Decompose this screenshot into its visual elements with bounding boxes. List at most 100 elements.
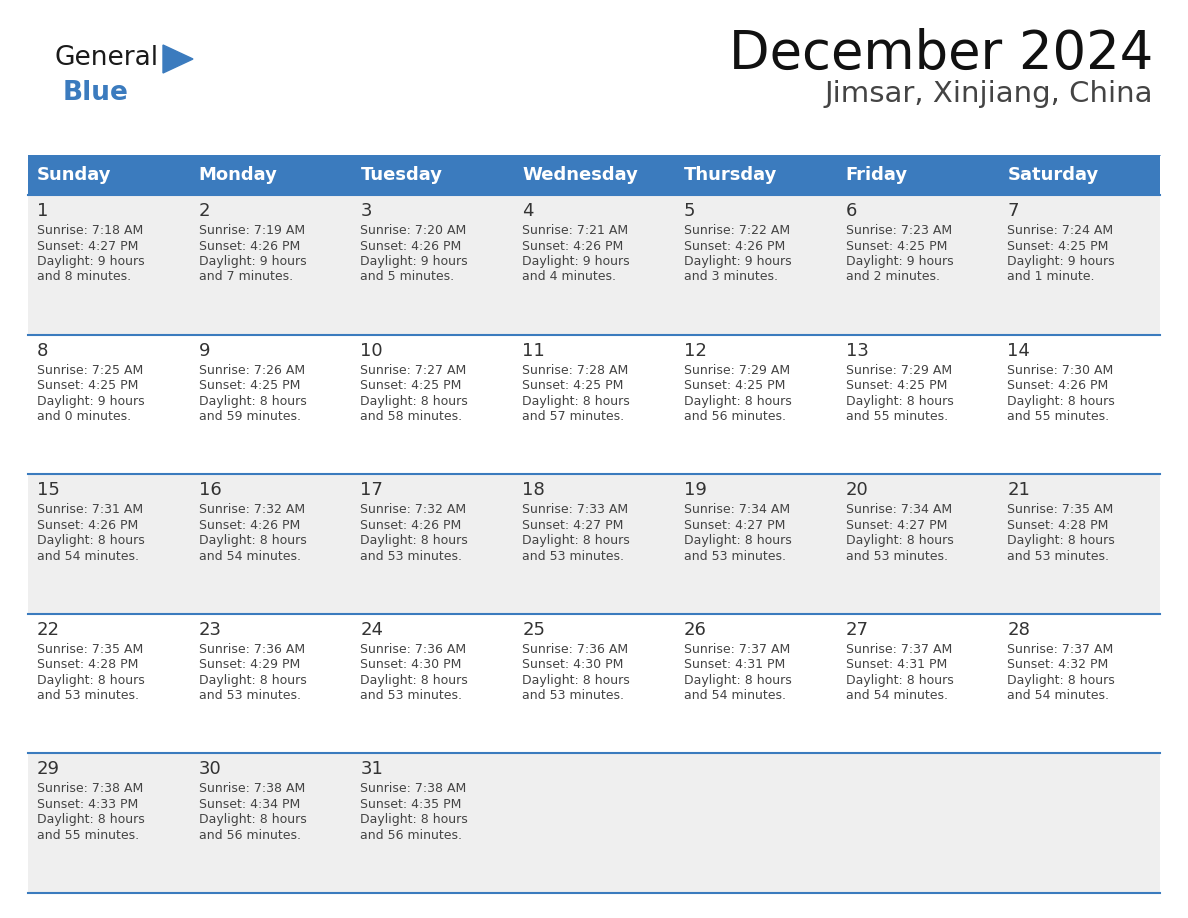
Text: and 56 minutes.: and 56 minutes. xyxy=(684,410,785,423)
Text: 2: 2 xyxy=(198,202,210,220)
Text: Daylight: 8 hours: Daylight: 8 hours xyxy=(37,674,145,687)
Text: 31: 31 xyxy=(360,760,384,778)
Text: and 57 minutes.: and 57 minutes. xyxy=(523,410,624,423)
Text: Sunset: 4:25 PM: Sunset: 4:25 PM xyxy=(684,379,785,392)
Text: Sunrise: 7:21 AM: Sunrise: 7:21 AM xyxy=(523,224,628,237)
Text: Daylight: 8 hours: Daylight: 8 hours xyxy=(684,674,791,687)
Text: 9: 9 xyxy=(198,341,210,360)
Text: Sunrise: 7:27 AM: Sunrise: 7:27 AM xyxy=(360,364,467,376)
Text: Daylight: 9 hours: Daylight: 9 hours xyxy=(198,255,307,268)
Text: and 53 minutes.: and 53 minutes. xyxy=(1007,550,1110,563)
Text: Daylight: 8 hours: Daylight: 8 hours xyxy=(846,674,953,687)
Text: 10: 10 xyxy=(360,341,383,360)
Text: and 54 minutes.: and 54 minutes. xyxy=(684,689,785,702)
Text: Thursday: Thursday xyxy=(684,166,777,184)
Text: Sunrise: 7:26 AM: Sunrise: 7:26 AM xyxy=(198,364,305,376)
Text: and 53 minutes.: and 53 minutes. xyxy=(360,689,462,702)
Text: Daylight: 8 hours: Daylight: 8 hours xyxy=(360,395,468,408)
Text: 1: 1 xyxy=(37,202,49,220)
Text: Sunset: 4:27 PM: Sunset: 4:27 PM xyxy=(37,240,138,252)
Text: Sunrise: 7:29 AM: Sunrise: 7:29 AM xyxy=(846,364,952,376)
Text: 14: 14 xyxy=(1007,341,1030,360)
Text: 3: 3 xyxy=(360,202,372,220)
Text: Sunrise: 7:38 AM: Sunrise: 7:38 AM xyxy=(360,782,467,795)
Text: and 54 minutes.: and 54 minutes. xyxy=(846,689,948,702)
Text: Jimsar, Xinjiang, China: Jimsar, Xinjiang, China xyxy=(824,80,1154,108)
Text: Sunset: 4:30 PM: Sunset: 4:30 PM xyxy=(360,658,462,671)
Text: Sunset: 4:25 PM: Sunset: 4:25 PM xyxy=(1007,240,1108,252)
Text: December 2024: December 2024 xyxy=(728,28,1154,80)
Text: Sunset: 4:31 PM: Sunset: 4:31 PM xyxy=(684,658,785,671)
Text: and 53 minutes.: and 53 minutes. xyxy=(360,550,462,563)
Text: 8: 8 xyxy=(37,341,49,360)
Text: and 55 minutes.: and 55 minutes. xyxy=(846,410,948,423)
Text: Sunset: 4:26 PM: Sunset: 4:26 PM xyxy=(360,519,462,532)
Text: Sunset: 4:28 PM: Sunset: 4:28 PM xyxy=(1007,519,1108,532)
Text: and 53 minutes.: and 53 minutes. xyxy=(198,689,301,702)
Text: Sunrise: 7:36 AM: Sunrise: 7:36 AM xyxy=(198,643,305,655)
Text: and 58 minutes.: and 58 minutes. xyxy=(360,410,462,423)
Text: Sunrise: 7:34 AM: Sunrise: 7:34 AM xyxy=(684,503,790,516)
Bar xyxy=(29,195,1159,334)
Text: and 56 minutes.: and 56 minutes. xyxy=(360,829,462,842)
Text: Daylight: 8 hours: Daylight: 8 hours xyxy=(523,534,630,547)
Text: Daylight: 8 hours: Daylight: 8 hours xyxy=(523,674,630,687)
Text: 27: 27 xyxy=(846,621,868,639)
Text: Daylight: 8 hours: Daylight: 8 hours xyxy=(198,813,307,826)
Bar xyxy=(29,754,1159,893)
Text: and 4 minutes.: and 4 minutes. xyxy=(523,271,617,284)
Text: Sunset: 4:35 PM: Sunset: 4:35 PM xyxy=(360,798,462,811)
Text: Sunrise: 7:34 AM: Sunrise: 7:34 AM xyxy=(846,503,952,516)
Text: Daylight: 9 hours: Daylight: 9 hours xyxy=(846,255,953,268)
Text: 25: 25 xyxy=(523,621,545,639)
Text: Sunset: 4:30 PM: Sunset: 4:30 PM xyxy=(523,658,624,671)
Text: Sunset: 4:25 PM: Sunset: 4:25 PM xyxy=(523,379,624,392)
Text: Daylight: 8 hours: Daylight: 8 hours xyxy=(360,813,468,826)
Text: Wednesday: Wednesday xyxy=(523,166,638,184)
Text: Daylight: 8 hours: Daylight: 8 hours xyxy=(846,534,953,547)
Text: Sunset: 4:25 PM: Sunset: 4:25 PM xyxy=(37,379,138,392)
Text: 26: 26 xyxy=(684,621,707,639)
Text: and 5 minutes.: and 5 minutes. xyxy=(360,271,455,284)
Text: Sunset: 4:25 PM: Sunset: 4:25 PM xyxy=(198,379,301,392)
Text: Blue: Blue xyxy=(63,80,128,106)
Bar xyxy=(29,155,1159,195)
Text: Sunset: 4:25 PM: Sunset: 4:25 PM xyxy=(846,240,947,252)
Text: and 53 minutes.: and 53 minutes. xyxy=(523,689,624,702)
Text: and 53 minutes.: and 53 minutes. xyxy=(684,550,785,563)
Text: Sunrise: 7:18 AM: Sunrise: 7:18 AM xyxy=(37,224,144,237)
Text: Daylight: 9 hours: Daylight: 9 hours xyxy=(360,255,468,268)
Text: Sunset: 4:26 PM: Sunset: 4:26 PM xyxy=(198,519,299,532)
Text: Daylight: 8 hours: Daylight: 8 hours xyxy=(37,534,145,547)
Text: 4: 4 xyxy=(523,202,533,220)
Text: 11: 11 xyxy=(523,341,545,360)
Text: Daylight: 8 hours: Daylight: 8 hours xyxy=(198,674,307,687)
Text: Sunset: 4:26 PM: Sunset: 4:26 PM xyxy=(360,240,462,252)
Bar xyxy=(29,614,1159,754)
Text: 20: 20 xyxy=(846,481,868,499)
Text: Daylight: 8 hours: Daylight: 8 hours xyxy=(1007,674,1116,687)
Text: Daylight: 8 hours: Daylight: 8 hours xyxy=(684,395,791,408)
Text: 29: 29 xyxy=(37,760,61,778)
Text: Daylight: 8 hours: Daylight: 8 hours xyxy=(360,534,468,547)
Text: Daylight: 8 hours: Daylight: 8 hours xyxy=(360,674,468,687)
Text: Sunrise: 7:38 AM: Sunrise: 7:38 AM xyxy=(198,782,305,795)
Text: 28: 28 xyxy=(1007,621,1030,639)
Text: Sunset: 4:26 PM: Sunset: 4:26 PM xyxy=(1007,379,1108,392)
Text: and 8 minutes.: and 8 minutes. xyxy=(37,271,131,284)
Text: Sunday: Sunday xyxy=(37,166,112,184)
Text: Sunset: 4:26 PM: Sunset: 4:26 PM xyxy=(523,240,624,252)
Text: 13: 13 xyxy=(846,341,868,360)
Text: Sunset: 4:27 PM: Sunset: 4:27 PM xyxy=(846,519,947,532)
Text: Daylight: 9 hours: Daylight: 9 hours xyxy=(37,395,145,408)
Text: 18: 18 xyxy=(523,481,545,499)
Text: Daylight: 8 hours: Daylight: 8 hours xyxy=(1007,534,1116,547)
Text: Sunrise: 7:22 AM: Sunrise: 7:22 AM xyxy=(684,224,790,237)
Text: Sunrise: 7:24 AM: Sunrise: 7:24 AM xyxy=(1007,224,1113,237)
Text: Sunrise: 7:33 AM: Sunrise: 7:33 AM xyxy=(523,503,628,516)
Text: Sunrise: 7:38 AM: Sunrise: 7:38 AM xyxy=(37,782,144,795)
Text: and 1 minute.: and 1 minute. xyxy=(1007,271,1095,284)
Text: 12: 12 xyxy=(684,341,707,360)
Text: Daylight: 9 hours: Daylight: 9 hours xyxy=(684,255,791,268)
Text: Friday: Friday xyxy=(846,166,908,184)
